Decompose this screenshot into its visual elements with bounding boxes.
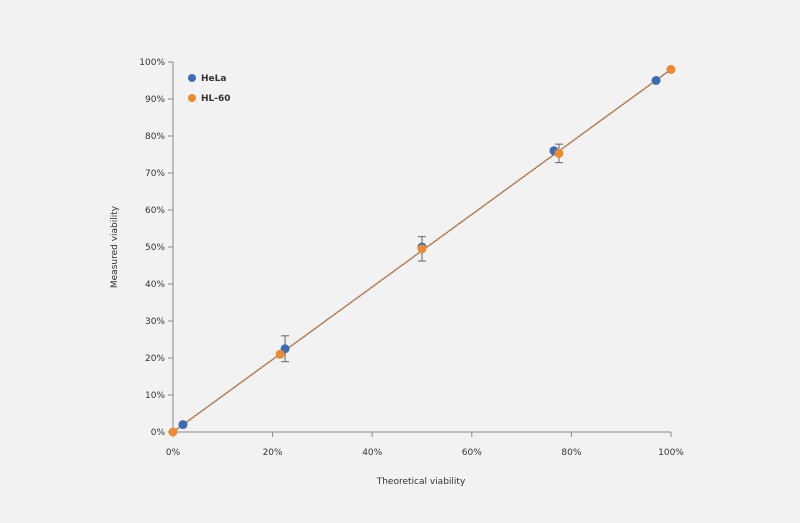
data-point-hl-60	[417, 244, 427, 254]
y-axis-title: Measured viability	[110, 205, 120, 288]
x-axis-title: Theoretical viability	[376, 477, 466, 487]
x-tick-label: 60%	[462, 448, 482, 458]
legend: HeLa HL-60	[188, 74, 231, 104]
axes: 0% 10% 20% 30% 40% 50% 60% 70% 80% 90% 100% 0% 20% 40…	[139, 58, 684, 458]
data-point-hl-60	[168, 427, 178, 437]
data-point-hl-60	[666, 64, 676, 74]
legend-label-hl-60: HL-60	[201, 94, 231, 104]
y-tick-label: 10%	[145, 391, 165, 401]
y-tick-label: 50%	[145, 243, 165, 253]
y-tick-label: 90%	[145, 95, 165, 105]
y-tick-label: 30%	[145, 317, 165, 327]
x-tick-label: 80%	[561, 448, 581, 458]
x-tick-label: 0%	[166, 448, 181, 458]
data-point-hl-60	[275, 349, 285, 359]
y-tick-label: 0%	[151, 428, 166, 438]
y-tick-label: 40%	[145, 280, 165, 290]
x-tick-label: 100%	[658, 448, 684, 458]
y-tick-label: 20%	[145, 354, 165, 364]
y-tick-label: 100%	[139, 58, 165, 68]
y-tick-label: 80%	[145, 132, 165, 142]
y-tick-label: 70%	[145, 169, 165, 179]
x-tick-label: 20%	[263, 448, 283, 458]
legend-label-hela: HeLa	[201, 74, 226, 84]
x-tick-label: 40%	[362, 448, 382, 458]
data-point-hela	[178, 420, 188, 430]
data-point-hl-60	[554, 148, 564, 158]
legend-marker-hela	[188, 74, 196, 82]
data-point-hela	[651, 76, 661, 85]
y-tick-label: 60%	[145, 206, 165, 216]
legend-marker-hl-60	[188, 94, 196, 102]
data-points	[168, 64, 676, 437]
